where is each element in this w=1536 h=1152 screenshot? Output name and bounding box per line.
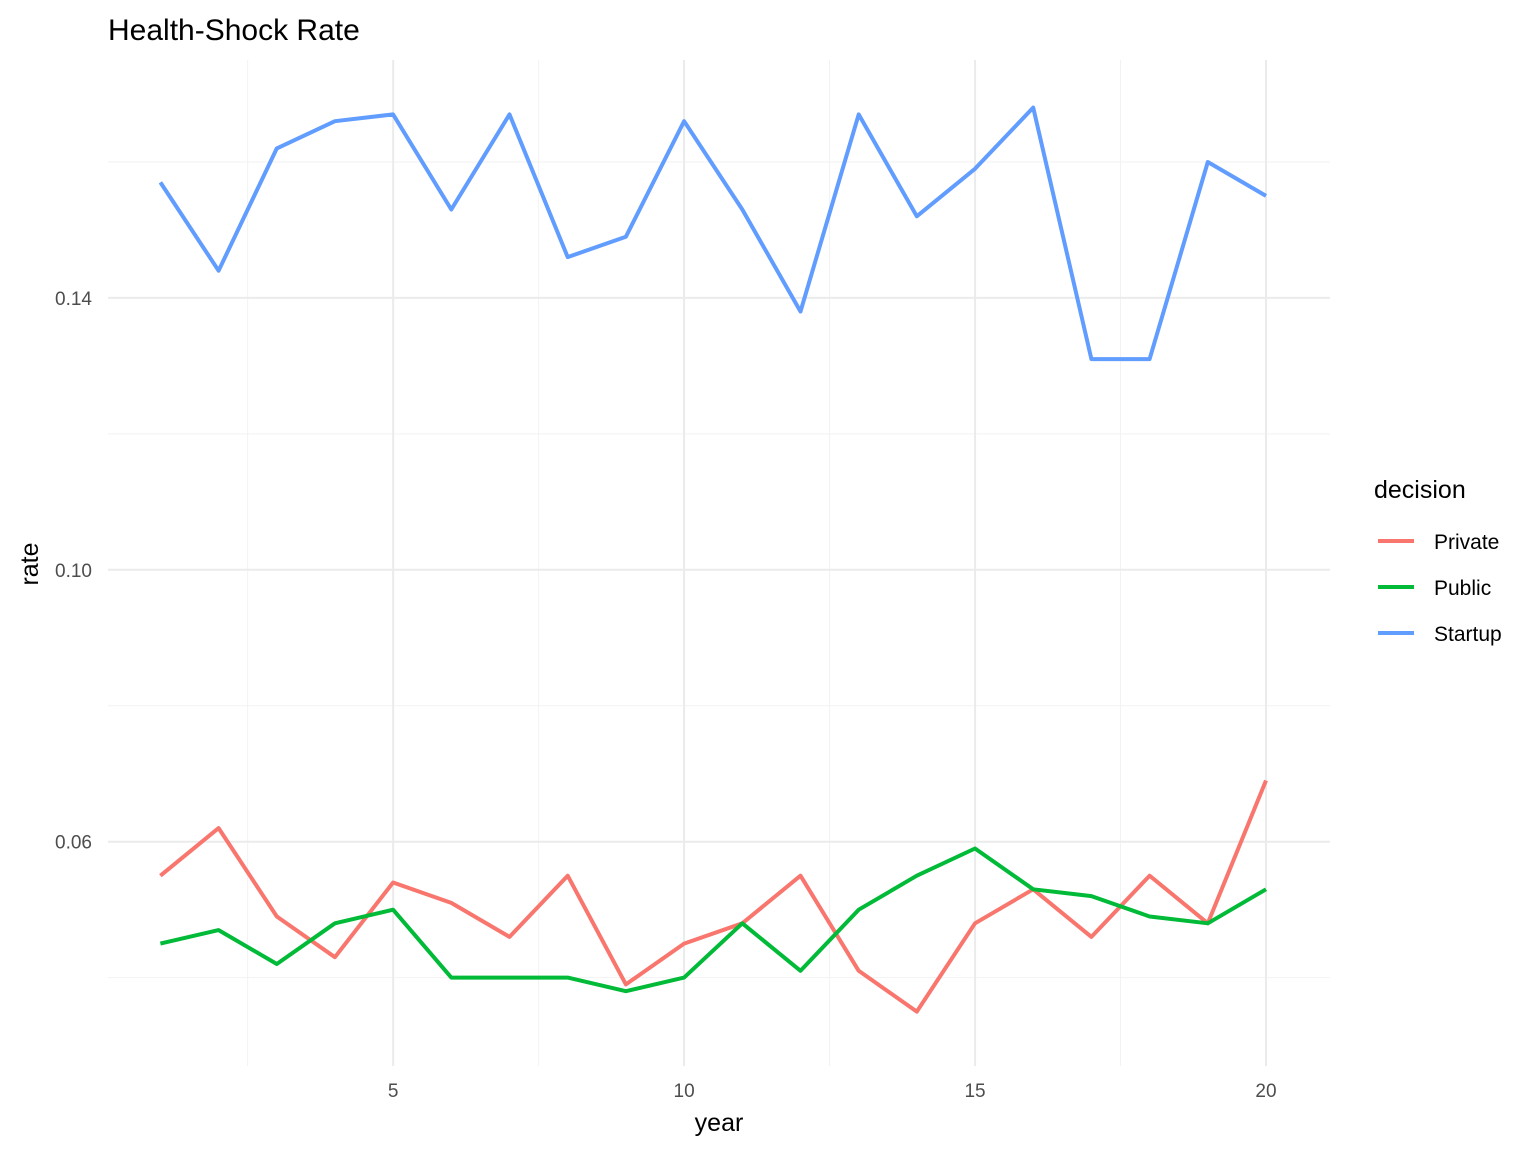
series-lines bbox=[158, 105, 1268, 1014]
series-line-private bbox=[159, 779, 1268, 1014]
y-tick-label: 0.14 bbox=[55, 289, 92, 310]
y-tick-label: 0.06 bbox=[55, 833, 92, 854]
x-tick-labels: 5 10 15 20 bbox=[388, 1081, 1277, 1102]
x-tick-label: 20 bbox=[1255, 1081, 1276, 1102]
y-tick-labels: 0.06 0.10 0.14 bbox=[55, 289, 92, 854]
legend-items: Private Public Startup bbox=[1378, 531, 1502, 646]
y-tick-label: 0.10 bbox=[55, 561, 92, 582]
legend-title: decision bbox=[1374, 476, 1466, 504]
series-line-public bbox=[159, 846, 1268, 994]
minor-gridlines bbox=[108, 60, 1330, 1066]
chart-title: Health-Shock Rate bbox=[108, 14, 360, 47]
legend: decision Private Public Startup bbox=[1374, 476, 1502, 646]
legend-label-startup: Startup bbox=[1434, 623, 1502, 646]
series-line-startup bbox=[158, 105, 1268, 362]
legend-label-public: Public bbox=[1434, 577, 1491, 600]
x-tick-label: 15 bbox=[964, 1081, 985, 1102]
y-axis-title: rate bbox=[16, 542, 44, 585]
x-tick-label: 10 bbox=[674, 1081, 695, 1102]
legend-label-private: Private bbox=[1434, 531, 1499, 554]
x-axis-title: year bbox=[695, 1109, 744, 1137]
x-tick-label: 5 bbox=[388, 1081, 399, 1102]
major-gridlines bbox=[108, 60, 1330, 1066]
